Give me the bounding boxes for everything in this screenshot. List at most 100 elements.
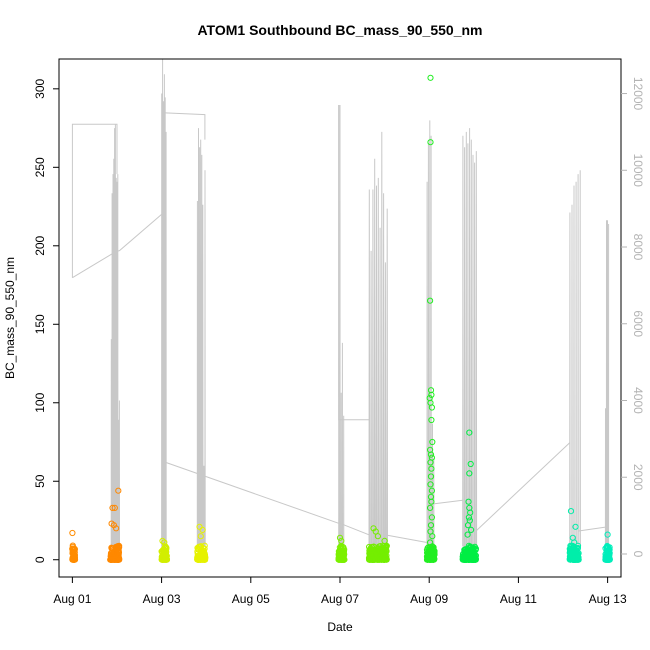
data-point: [380, 549, 387, 556]
data-point: [428, 498, 435, 505]
altitude-spikes-10: [338, 104, 345, 547]
data-point: [69, 542, 76, 549]
data-point: [114, 544, 121, 551]
data-point: [604, 531, 611, 538]
x-tick-label: Aug 13: [589, 592, 627, 606]
data-point: [428, 465, 435, 472]
x-axis-label: Date: [327, 620, 353, 634]
chart-title: ATOM1 Southbound BC_mass_90_550_nm: [197, 22, 482, 38]
altitude-line-segment-3: [118, 214, 162, 252]
data-point: [113, 525, 120, 532]
data-point: [427, 481, 434, 488]
data-point: [428, 391, 435, 398]
data-point: [465, 514, 472, 521]
data-point: [470, 546, 477, 553]
data-point: [197, 533, 204, 540]
data-point: [567, 546, 574, 553]
point-cluster-0: [69, 529, 79, 563]
data-point: [70, 548, 77, 556]
altitude-line-segment-16: [475, 442, 571, 532]
data-point: [430, 544, 437, 551]
data-point: [111, 504, 118, 511]
point-cluster-3: [194, 523, 209, 563]
data-point: [427, 74, 434, 81]
y-tick-label: 250: [33, 157, 47, 177]
data-point: [427, 451, 435, 458]
data-point: [194, 556, 201, 563]
data-point: [200, 547, 207, 554]
data-point: [194, 553, 201, 561]
data-point: [466, 470, 473, 477]
data-point: [425, 549, 433, 556]
altitude-spikes-15: [462, 128, 478, 547]
data-point: [465, 498, 472, 505]
x-tick-label: Aug 05: [232, 592, 270, 606]
data-point: [467, 544, 474, 551]
data-point: [462, 549, 469, 556]
data-point: [69, 529, 76, 537]
data-point: [570, 545, 578, 552]
data-point: [109, 504, 116, 511]
data-point: [459, 554, 466, 561]
y-tick-label: 150: [33, 314, 47, 334]
data-point: [468, 526, 475, 534]
data-point: [472, 555, 479, 563]
altitude-line-segment-8: [338, 105, 369, 421]
data-point: [465, 542, 472, 550]
data-point: [111, 556, 118, 563]
y-axis-right: 0 2000 4000 6000 8000 10000 12000: [621, 77, 645, 558]
data-point: [427, 459, 434, 466]
data-point: [373, 548, 380, 555]
point-cluster-6: [423, 74, 438, 563]
data-point: [429, 533, 436, 540]
data-point: [427, 504, 434, 511]
point-cluster-7: [459, 429, 479, 563]
data-point: [428, 514, 435, 521]
altitude-line-segment-12: [384, 534, 428, 543]
data-point: [427, 539, 434, 546]
data-point: [464, 531, 471, 538]
y-tick-label: 100: [33, 392, 47, 412]
data-point: [572, 523, 579, 530]
point-cluster-9: [602, 531, 613, 563]
data-point: [336, 534, 344, 541]
point-cluster-1: [107, 487, 123, 563]
data-point: [427, 473, 435, 480]
data-point: [466, 429, 473, 436]
y-tick-label: 300: [33, 78, 47, 98]
y-right-tick-label: 10000: [631, 154, 645, 188]
data-point: [602, 556, 609, 563]
data-point: [381, 537, 388, 545]
point-cluster-5: [365, 525, 390, 563]
altitude-line-segment-9: [339, 522, 370, 536]
x-tick-label: Aug 09: [410, 592, 448, 606]
data-point: [115, 487, 122, 494]
data-point: [467, 460, 474, 468]
altitude-spikes-2: [110, 124, 120, 547]
data-point: [427, 139, 434, 146]
data-point: [201, 555, 208, 563]
altitude-line-segment-6: [164, 461, 339, 524]
data-point: [158, 556, 165, 563]
y-right-tick-label: 2000: [631, 464, 645, 491]
point-cluster-8: [566, 508, 582, 563]
data-point: [374, 533, 381, 540]
data-point: [369, 544, 376, 551]
data-point: [426, 556, 433, 563]
data-point: [428, 416, 435, 424]
y-right-tick-label: 6000: [631, 310, 645, 337]
data-point: [567, 554, 574, 562]
data-point: [427, 297, 434, 304]
data-point: [338, 537, 345, 545]
data-point: [108, 544, 115, 551]
data-point: [69, 545, 76, 552]
x-tick-label: Aug 03: [143, 592, 181, 606]
y-tick-label: 0: [33, 556, 47, 563]
data-point: [337, 544, 345, 552]
data-point: [161, 548, 168, 555]
altitude-line-segment-5: [162, 112, 206, 140]
data-point: [196, 523, 203, 530]
data-point: [428, 404, 435, 411]
data-point: [469, 556, 476, 563]
